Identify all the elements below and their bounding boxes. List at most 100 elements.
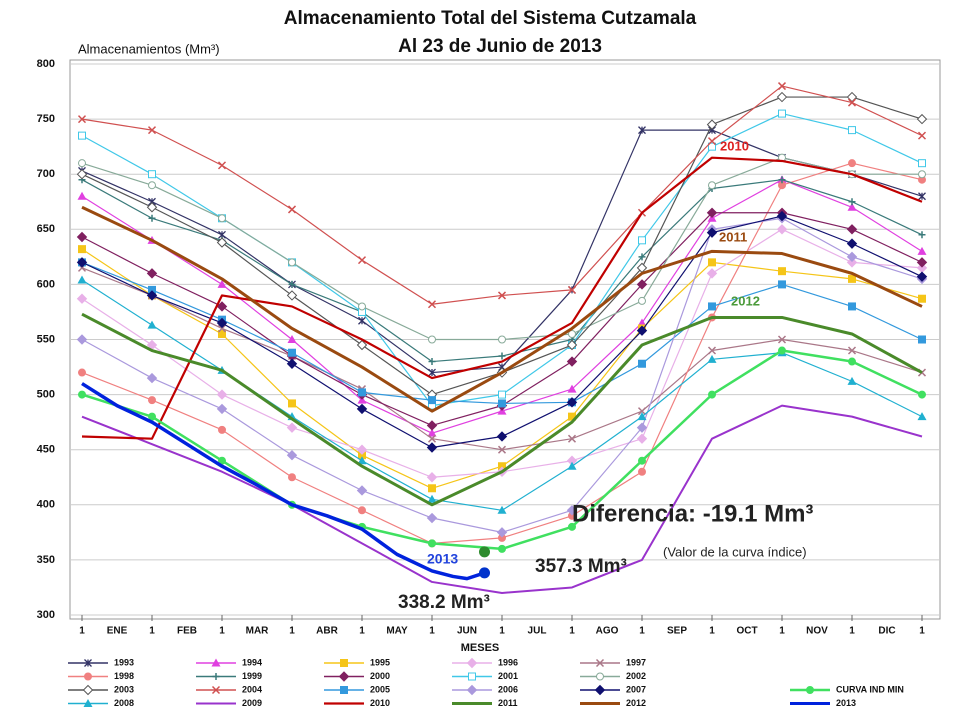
y-axis-title: Almacenamientos (Mm³) [78,41,220,56]
marker [78,390,86,399]
marker [288,280,296,288]
legend-item: 2009 [196,698,262,708]
legend-label: 1996 [498,657,518,667]
month-label: JUN [457,626,477,637]
marker [84,659,92,667]
x-tick-label: 1 [429,626,435,637]
month-label: AGO [596,626,619,637]
marker [567,285,577,294]
marker [638,126,646,135]
marker [848,198,856,206]
marker [147,320,157,329]
legend-label: 2007 [626,684,646,694]
marker [287,335,297,343]
legend-item: 2002 [580,671,646,681]
marker [497,291,507,300]
legend-label: 2004 [242,684,262,694]
legend-label: 2011 [498,698,518,708]
marker [708,390,716,399]
legend-item: 2010 [324,698,390,708]
month-label: OCT [736,626,757,637]
y-tick-label: 300 [37,609,55,621]
marker [340,659,348,667]
x-tick-label: 1 [709,626,715,637]
marker [496,527,508,538]
y-tick-label: 750 [37,113,55,125]
marker [918,170,926,179]
marker [356,444,368,455]
marker [427,494,437,503]
y-tick-label: 350 [37,554,55,566]
x-tick-label: 1 [359,626,365,637]
marker [216,237,228,248]
marker [706,268,718,279]
marker [146,268,158,279]
marker [846,224,858,235]
marker [707,346,717,355]
annotation: 2012 [731,293,760,308]
legend-item: 2007 [580,684,646,696]
y-tick-label: 500 [37,389,55,401]
legend-label: 1993 [114,657,134,667]
legend-item: 1997 [580,657,646,667]
marker [146,290,158,301]
marker [426,512,438,524]
legend-label: 2013 [836,698,856,708]
marker [594,684,606,696]
annotation: 2010 [720,138,749,153]
marker [76,168,88,180]
marker [708,181,716,190]
marker [78,368,86,377]
series [76,210,928,453]
marker [848,126,856,135]
marker [706,207,718,218]
marker [567,384,577,393]
annotation: 2013 [427,551,458,567]
series [81,312,923,507]
marker [846,251,858,263]
legend-label: 1999 [242,671,262,681]
marker [848,302,856,311]
marker [917,131,927,140]
x-tick-label: 1 [289,626,295,637]
marker [848,357,856,366]
legend-item: 2008 [68,698,134,708]
marker [638,359,646,368]
legend-item: 1993 [68,657,134,667]
y-tick-label: 800 [37,58,55,70]
marker [706,119,718,130]
marker [498,352,506,360]
series [78,153,926,344]
month-label: FEB [177,626,197,637]
marker [846,257,858,268]
marker [637,412,647,421]
marker [428,396,436,405]
marker [776,224,788,235]
legend-label: 2003 [114,684,134,694]
marker [428,539,436,548]
month-label: SEP [667,626,687,637]
marker [288,473,296,482]
marker [637,318,647,327]
marker [218,425,226,434]
marker [848,159,856,168]
y-tick-label: 650 [37,223,55,235]
marker [638,236,646,245]
marker [636,325,648,336]
x-tick-label: 1 [779,626,785,637]
marker [708,258,716,267]
series [81,205,923,413]
highlight-point [479,546,490,558]
series-line [81,382,486,581]
marker [466,684,478,696]
legend-label: 1998 [114,671,134,681]
series [81,156,923,440]
legend-label: 2012 [626,698,646,708]
marker [778,267,786,276]
marker [638,467,646,476]
marker [287,205,297,214]
marker [777,82,787,91]
legend-item: 2013 [790,698,856,708]
marker [426,442,438,453]
